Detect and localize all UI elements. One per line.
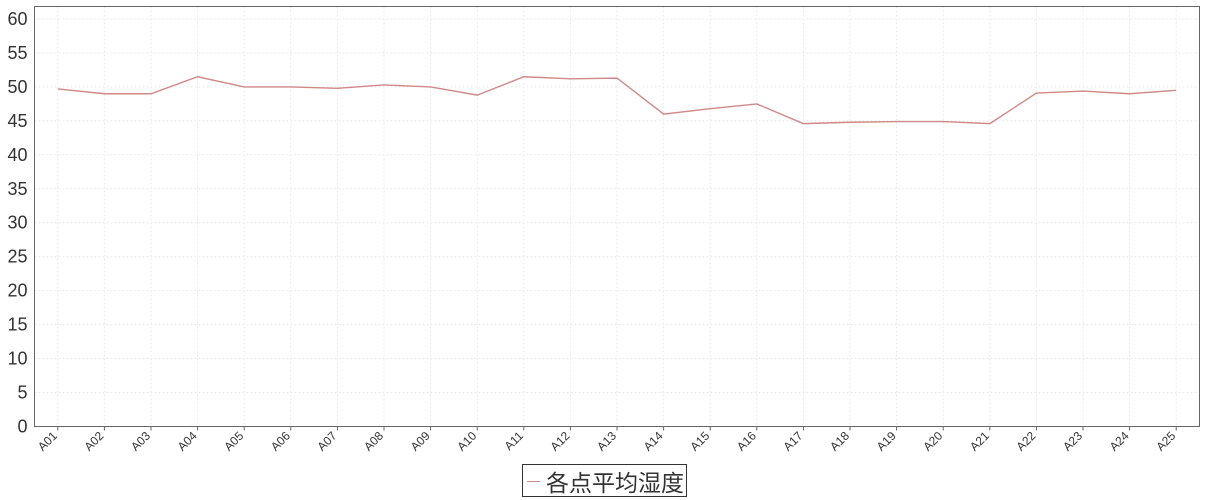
svg-text:A21: A21 [967,428,992,453]
svg-text:A08: A08 [361,428,386,453]
svg-text:A03: A03 [128,428,153,453]
svg-text:A05: A05 [221,428,246,453]
svg-text:A15: A15 [687,428,712,453]
svg-text:15: 15 [7,315,27,335]
svg-text:A10: A10 [454,428,479,453]
svg-text:10: 10 [7,349,27,369]
svg-text:60: 60 [7,9,27,29]
svg-text:5: 5 [17,383,27,403]
svg-text:0: 0 [17,416,27,436]
svg-text:A06: A06 [268,428,293,453]
svg-text:A11: A11 [502,428,527,453]
svg-text:50: 50 [7,77,27,97]
svg-text:A09: A09 [408,428,433,453]
svg-text:45: 45 [7,111,27,131]
svg-text:40: 40 [7,145,27,165]
svg-text:A07: A07 [315,428,340,453]
svg-text:A17: A17 [781,428,806,453]
svg-text:A12: A12 [548,428,573,453]
svg-text:A25: A25 [1153,428,1178,453]
svg-text:A24: A24 [1107,428,1132,453]
svg-text:20: 20 [7,281,27,301]
svg-text:A01: A01 [35,428,60,453]
svg-text:25: 25 [7,247,27,267]
svg-text:55: 55 [7,43,27,63]
svg-text:A02: A02 [82,428,107,453]
svg-text:A04: A04 [175,428,200,453]
svg-text:30: 30 [7,213,27,233]
svg-text:A22: A22 [1014,428,1039,453]
svg-text:A20: A20 [920,428,945,453]
svg-text:A13: A13 [594,428,619,453]
svg-text:A23: A23 [1060,428,1085,453]
svg-text:35: 35 [7,179,27,199]
svg-text:A16: A16 [734,428,759,453]
svg-text:A19: A19 [874,428,899,453]
svg-text:A18: A18 [827,428,852,453]
svg-text:A14: A14 [641,428,666,453]
